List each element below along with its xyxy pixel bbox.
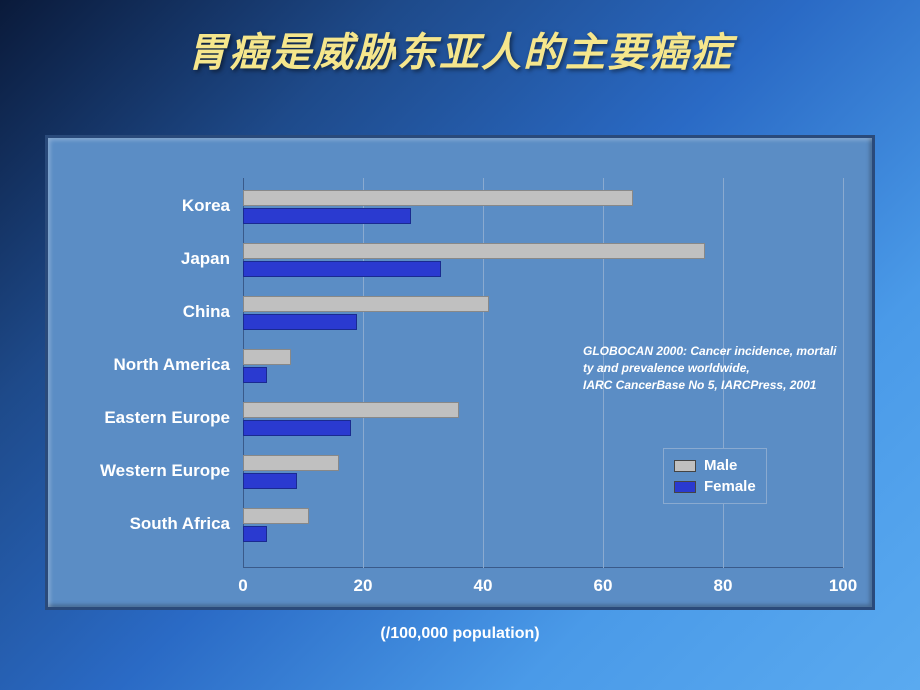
bar-female — [243, 367, 267, 383]
x-tick-label: 60 — [594, 576, 613, 596]
legend-swatch-male — [674, 460, 696, 472]
x-axis-line — [243, 567, 843, 568]
bar-female — [243, 261, 441, 277]
bar-female — [243, 208, 411, 224]
source-line: IARC CancerBase No 5, IARCPress, 2001 — [583, 377, 836, 394]
legend-swatch-female — [674, 481, 696, 493]
bar-male — [243, 455, 339, 471]
source-line: GLOBOCAN 2000: Cancer incidence, mortali — [583, 343, 836, 360]
category-label: China — [183, 302, 230, 322]
bar-female — [243, 420, 351, 436]
x-tick-label: 20 — [354, 576, 373, 596]
gridline — [483, 178, 484, 568]
legend-label-female: Female — [704, 478, 756, 495]
bar-female — [243, 473, 297, 489]
category-label: South Africa — [130, 514, 230, 534]
x-axis-label: (/100,000 population) — [0, 625, 920, 643]
bar-male — [243, 349, 291, 365]
bar-male — [243, 402, 459, 418]
bar-female — [243, 314, 357, 330]
source-line: ty and prevalence worldwide, — [583, 360, 836, 377]
category-label: Korea — [182, 196, 230, 216]
category-label: Japan — [181, 249, 230, 269]
legend-item-male: Male — [674, 455, 756, 476]
legend: Male Female — [663, 448, 767, 504]
bar-male — [243, 296, 489, 312]
bar-male — [243, 243, 705, 259]
category-label: Western Europe — [100, 461, 230, 481]
bar-male — [243, 190, 633, 206]
gridline — [843, 178, 844, 568]
source-citation: GLOBOCAN 2000: Cancer incidence, mortali… — [583, 343, 836, 393]
x-tick-label: 100 — [829, 576, 857, 596]
x-tick-label: 40 — [474, 576, 493, 596]
legend-item-female: Female — [674, 476, 756, 497]
category-label: Eastern Europe — [104, 408, 230, 428]
category-label: North America — [113, 355, 230, 375]
slide-title: 胃癌是威胁东亚人的主要癌症 — [0, 0, 920, 78]
chart-container: Male Female GLOBOCAN 2000: Cancer incide… — [45, 135, 875, 610]
bar-male — [243, 508, 309, 524]
gridline — [363, 178, 364, 568]
bar-female — [243, 526, 267, 542]
legend-label-male: Male — [704, 457, 737, 474]
x-tick-label: 80 — [714, 576, 733, 596]
x-tick-label: 0 — [238, 576, 247, 596]
